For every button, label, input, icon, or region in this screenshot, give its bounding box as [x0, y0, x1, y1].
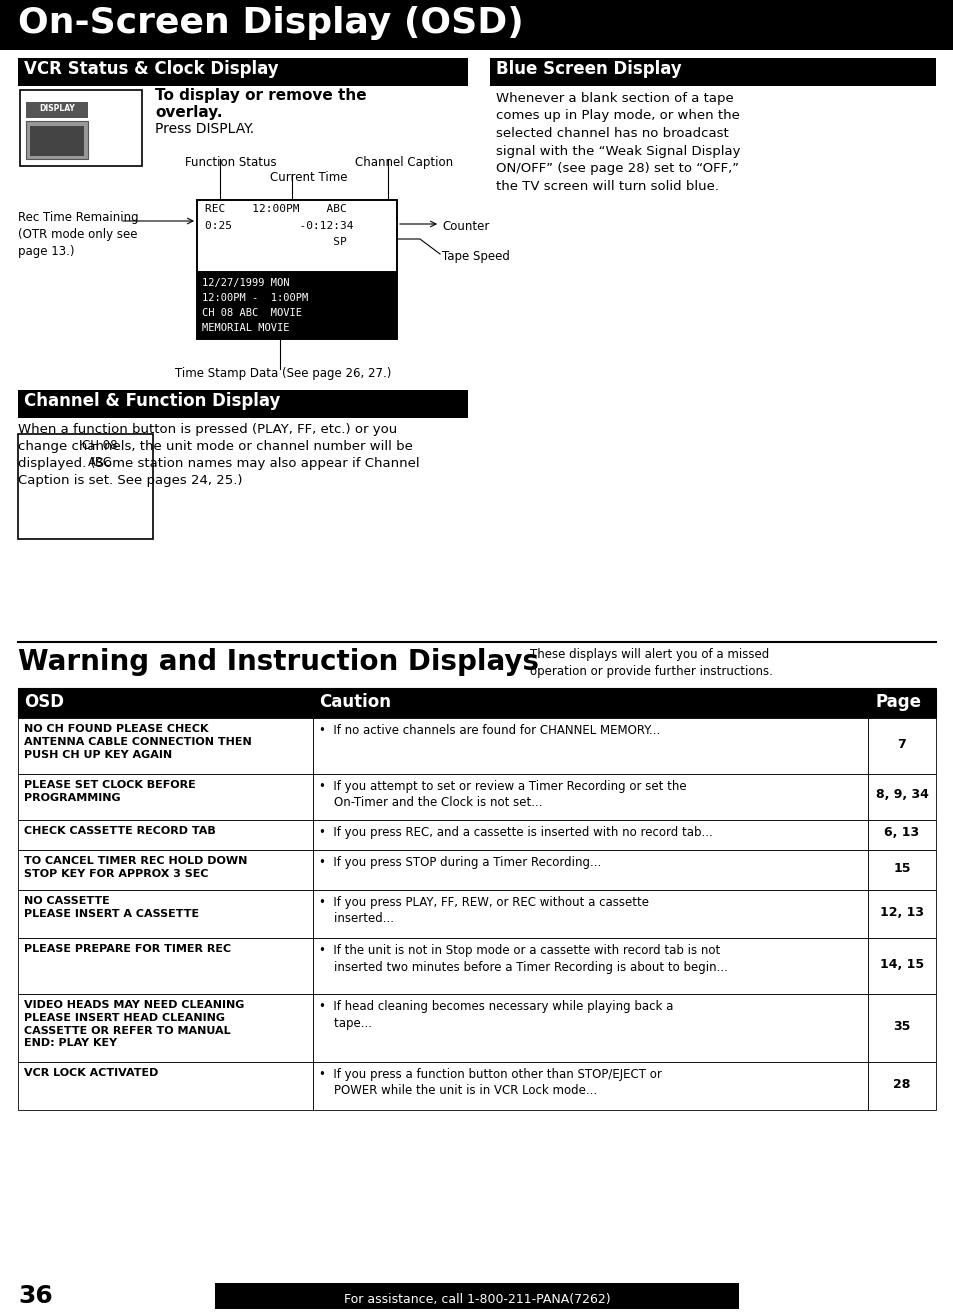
- Text: 12, 13: 12, 13: [879, 905, 923, 918]
- Text: REC    12:00PM    ABC: REC 12:00PM ABC: [205, 204, 346, 214]
- Bar: [867, 820, 935, 850]
- Text: Blue Screen Display: Blue Screen Display: [496, 60, 681, 78]
- Text: TO CANCEL TIMER REC HOLD DOWN
STOP KEY FOR APPROX 3 SEC: TO CANCEL TIMER REC HOLD DOWN STOP KEY F…: [24, 855, 247, 879]
- Bar: [196, 272, 396, 339]
- Text: Caution: Caution: [318, 692, 391, 711]
- Text: •  If you attempt to set or review a Timer Recording or set the
    On-Timer and: • If you attempt to set or review a Time…: [318, 781, 686, 809]
- Text: •  If no active channels are found for CHANNEL MEMORY...: • If no active channels are found for CH…: [318, 724, 659, 737]
- Bar: [18, 774, 313, 820]
- Text: OSD: OSD: [24, 692, 64, 711]
- Text: Press DISPLAY.: Press DISPLAY.: [154, 122, 253, 137]
- Text: Channel & Function Display: Channel & Function Display: [24, 392, 280, 410]
- Bar: [0, 0, 953, 50]
- Bar: [867, 890, 935, 938]
- Text: CH 08: CH 08: [82, 439, 117, 452]
- Text: Warning and Instruction Displays: Warning and Instruction Displays: [18, 648, 538, 675]
- Text: SP: SP: [205, 237, 346, 247]
- Bar: [18, 717, 313, 774]
- Text: 6, 13: 6, 13: [883, 827, 919, 840]
- Bar: [867, 938, 935, 993]
- Bar: [26, 121, 88, 159]
- Bar: [18, 58, 468, 85]
- Bar: [30, 126, 84, 156]
- Text: To display or remove the: To display or remove the: [154, 88, 366, 102]
- Bar: [18, 1062, 313, 1110]
- Text: Current Time: Current Time: [270, 171, 347, 184]
- Text: VCR LOCK ACTIVATED: VCR LOCK ACTIVATED: [24, 1068, 158, 1077]
- Text: 12:00PM -  1:00PM: 12:00PM - 1:00PM: [202, 293, 308, 304]
- Text: 36: 36: [18, 1284, 52, 1307]
- Text: MEMORIAL MOVIE: MEMORIAL MOVIE: [202, 323, 289, 332]
- Text: Rec Time Remaining
(OTR mode only see
page 13.): Rec Time Remaining (OTR mode only see pa…: [18, 212, 138, 258]
- Bar: [490, 58, 935, 85]
- Text: 8, 9, 34: 8, 9, 34: [875, 788, 927, 802]
- Bar: [196, 200, 396, 339]
- Bar: [867, 774, 935, 820]
- Text: Tape Speed: Tape Speed: [441, 250, 509, 263]
- Text: VIDEO HEADS MAY NEED CLEANING
PLEASE INSERT HEAD CLEANING
CASSETTE OR REFER TO M: VIDEO HEADS MAY NEED CLEANING PLEASE INS…: [24, 1000, 244, 1049]
- Text: ABC: ABC: [88, 456, 112, 469]
- Text: NO CH FOUND PLEASE CHECK
ANTENNA CABLE CONNECTION THEN
PUSH CH UP KEY AGAIN: NO CH FOUND PLEASE CHECK ANTENNA CABLE C…: [24, 724, 252, 759]
- Text: 14, 15: 14, 15: [879, 958, 923, 971]
- Text: 28: 28: [892, 1077, 910, 1091]
- Bar: [18, 689, 313, 717]
- Bar: [313, 938, 867, 993]
- Bar: [313, 717, 867, 774]
- Bar: [18, 890, 313, 938]
- Text: For assistance, call 1-800-211-PANA(7262): For assistance, call 1-800-211-PANA(7262…: [343, 1293, 610, 1306]
- Bar: [196, 200, 396, 272]
- Text: Whenever a blank section of a tape
comes up in Play mode, or when the
selected c: Whenever a blank section of a tape comes…: [496, 92, 740, 192]
- Text: •  If head cleaning becomes necessary while playing back a
    tape...: • If head cleaning becomes necessary whi…: [318, 1000, 673, 1029]
- Text: Channel Caption: Channel Caption: [355, 156, 453, 170]
- Text: •  If you press STOP during a Timer Recording...: • If you press STOP during a Timer Recor…: [318, 855, 600, 869]
- Bar: [313, 993, 867, 1062]
- Text: 0:25          -0:12:34: 0:25 -0:12:34: [205, 221, 354, 231]
- Text: 15: 15: [892, 862, 910, 875]
- Bar: [867, 850, 935, 890]
- Text: •  If the unit is not in Stop mode or a cassette with record tab is not
    inse: • If the unit is not in Stop mode or a c…: [318, 943, 727, 974]
- Text: DISPLAY: DISPLAY: [39, 104, 74, 113]
- Text: CH 08 ABC  MOVIE: CH 08 ABC MOVIE: [202, 307, 302, 318]
- Bar: [214, 1282, 739, 1309]
- Text: Counter: Counter: [441, 219, 489, 233]
- Text: CHECK CASSETTE RECORD TAB: CHECK CASSETTE RECORD TAB: [24, 827, 215, 836]
- Bar: [313, 820, 867, 850]
- Bar: [867, 717, 935, 774]
- Text: PLEASE SET CLOCK BEFORE
PROGRAMMING: PLEASE SET CLOCK BEFORE PROGRAMMING: [24, 781, 195, 803]
- Text: 12/27/1999 MON: 12/27/1999 MON: [202, 279, 289, 288]
- Bar: [26, 102, 88, 118]
- Text: 35: 35: [892, 1020, 910, 1033]
- Text: •  If you press a function button other than STOP/EJECT or
    POWER while the u: • If you press a function button other t…: [318, 1068, 661, 1097]
- Text: Time Stamp Data (See page 26, 27.): Time Stamp Data (See page 26, 27.): [174, 367, 391, 380]
- Text: When a function button is pressed (PLAY, FF, etc.) or you
change channels, the u: When a function button is pressed (PLAY,…: [18, 423, 419, 487]
- Bar: [18, 390, 468, 418]
- Text: Function Status: Function Status: [185, 156, 276, 170]
- Text: •  If you press REC, and a cassette is inserted with no record tab...: • If you press REC, and a cassette is in…: [318, 827, 712, 840]
- Text: overlay.: overlay.: [154, 105, 222, 120]
- Text: NO CASSETTE
PLEASE INSERT A CASSETTE: NO CASSETTE PLEASE INSERT A CASSETTE: [24, 896, 199, 918]
- Bar: [18, 850, 313, 890]
- Bar: [18, 820, 313, 850]
- Text: On-Screen Display (OSD): On-Screen Display (OSD): [18, 7, 523, 39]
- Bar: [313, 774, 867, 820]
- Text: Page: Page: [875, 692, 921, 711]
- Bar: [867, 1062, 935, 1110]
- Text: These displays will alert you of a missed
operation or provide further instructi: These displays will alert you of a misse…: [530, 648, 772, 678]
- Bar: [313, 890, 867, 938]
- Bar: [867, 993, 935, 1062]
- Text: 7: 7: [897, 737, 905, 750]
- Bar: [20, 89, 142, 166]
- Bar: [18, 993, 313, 1062]
- Bar: [313, 689, 867, 717]
- Text: PLEASE PREPARE FOR TIMER REC: PLEASE PREPARE FOR TIMER REC: [24, 943, 231, 954]
- Bar: [313, 850, 867, 890]
- Bar: [18, 434, 152, 539]
- Text: VCR Status & Clock Display: VCR Status & Clock Display: [24, 60, 278, 78]
- Bar: [0, 1279, 953, 1314]
- Text: •  If you press PLAY, FF, REW, or REC without a cassette
    inserted...: • If you press PLAY, FF, REW, or REC wit…: [318, 896, 648, 925]
- Bar: [867, 689, 935, 717]
- Bar: [18, 938, 313, 993]
- Bar: [313, 1062, 867, 1110]
